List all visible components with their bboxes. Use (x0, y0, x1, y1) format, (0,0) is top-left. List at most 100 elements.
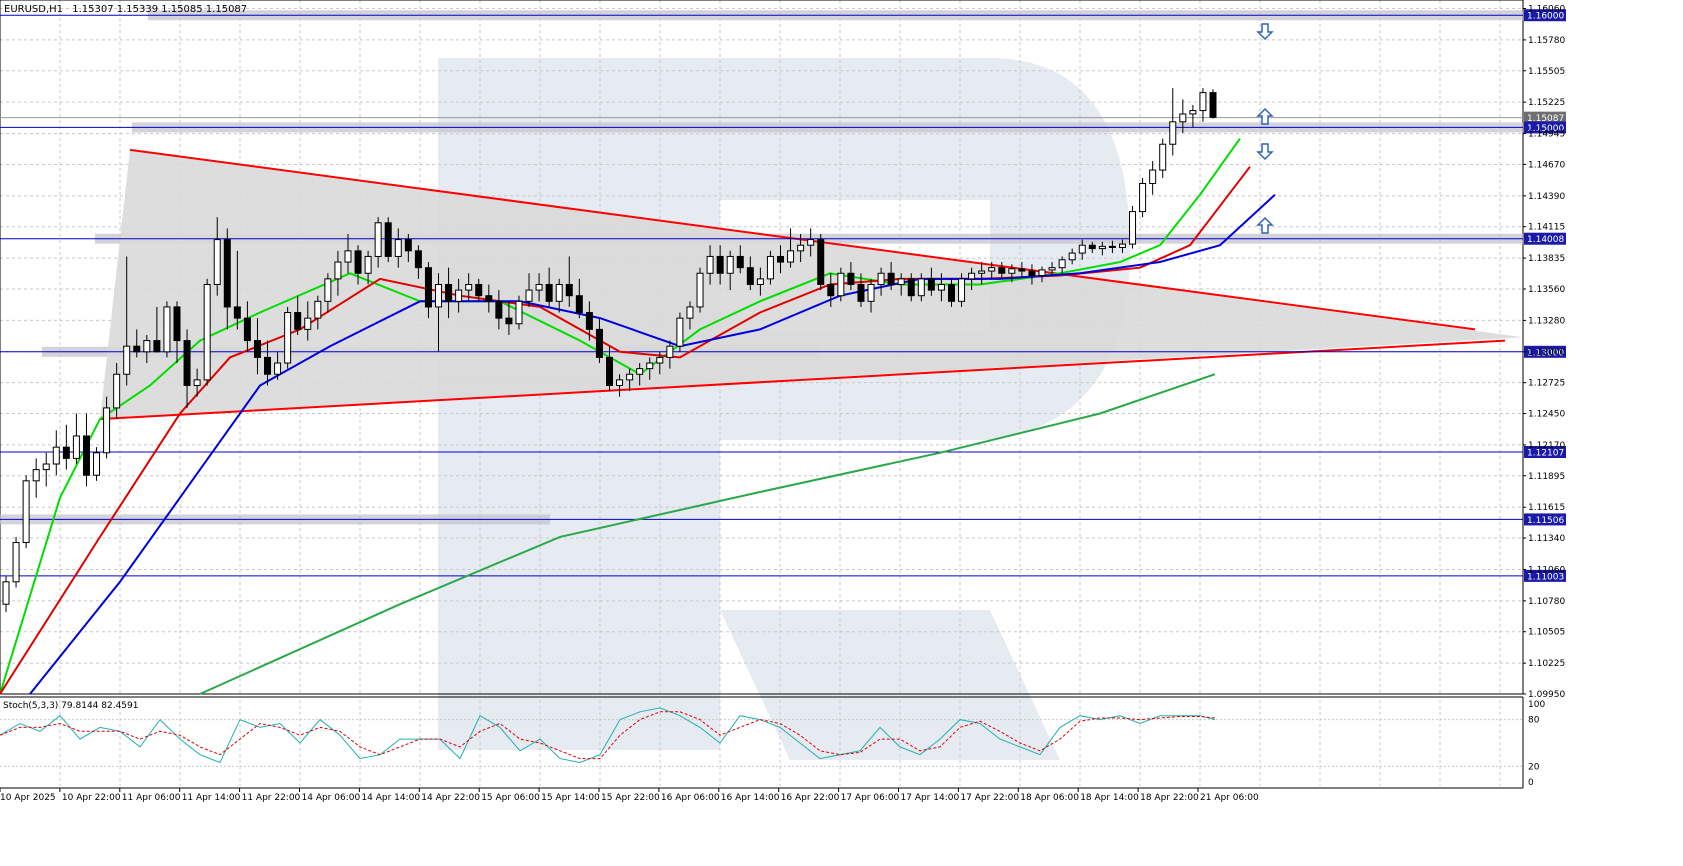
candle-body (897, 278, 905, 285)
level-label-bg (1524, 445, 1566, 458)
candle-body (807, 239, 815, 246)
candle-body (736, 255, 744, 269)
candle-body (62, 446, 70, 459)
candle-body (445, 283, 453, 302)
price-tick-label: 1.14390 (1528, 192, 1565, 202)
price-tick-label: 1.13560 (1528, 285, 1565, 295)
candle-body (656, 356, 664, 364)
candle-body (1008, 268, 1016, 274)
candle-body (917, 278, 925, 297)
candle-body (1129, 211, 1137, 245)
level-label: 1.12107 (1527, 448, 1564, 458)
plot-frame (0, 0, 1524, 695)
time-tick-label: 17 Apr 14:00 (901, 793, 960, 803)
time-tick-label: 18 Apr 06:00 (1020, 793, 1079, 803)
candle-body (626, 373, 634, 381)
candle-body (52, 446, 60, 465)
stoch-tick-label: 0 (1528, 778, 1534, 788)
price-tick-label: 1.12725 (1528, 379, 1565, 389)
candle-body (797, 244, 805, 252)
candle-body (837, 272, 845, 297)
candle-body (1209, 92, 1217, 118)
level-label: 1.11506 (1527, 516, 1564, 526)
arrow-up-icon (1256, 107, 1274, 125)
time-tick-label: 14 Apr 22:00 (421, 793, 480, 803)
candle-body (314, 300, 322, 319)
time-tick-label: 15 Apr 06:00 (481, 793, 540, 803)
candle-body (1118, 243, 1126, 248)
level-label: 1.11003 (1527, 572, 1564, 582)
price-tick-label: 1.11895 (1528, 472, 1565, 482)
candle-body (113, 373, 121, 409)
candle-body (32, 469, 40, 482)
candle-body (253, 340, 261, 358)
candle-body (284, 312, 292, 364)
price-tick-label: 1.14945 (1528, 130, 1565, 140)
arrow-down-icon (1256, 23, 1274, 41)
level-label-bg (1524, 569, 1566, 582)
level-label-bg (1524, 232, 1566, 245)
price-tick-label: 1.12450 (1528, 410, 1565, 420)
time-tick-label: 10 Apr 22:00 (62, 793, 121, 803)
candle-body (565, 283, 573, 297)
candle-body (817, 239, 825, 285)
candle-body (646, 362, 654, 370)
candle-body (575, 295, 583, 314)
candle-body (324, 278, 332, 302)
candle-body (947, 283, 955, 302)
candle-body (1048, 267, 1056, 271)
candle-body (525, 289, 533, 302)
candle-body (455, 289, 463, 302)
candle-body (937, 283, 945, 291)
candle-body (998, 267, 1006, 274)
candle-body (776, 255, 784, 263)
candle-body (686, 306, 694, 319)
stochastic-panel: Stoch(5,3,3) 79.8144 82.4591 100 80 20 0 (0, 700, 1545, 788)
arrow-down-icon (1256, 143, 1274, 161)
time-tick-label: 14 Apr 14:00 (361, 793, 420, 803)
candle-body (173, 306, 181, 342)
price-tick-label: 1.09950 (1528, 690, 1565, 700)
candle-body (364, 255, 372, 274)
candle-body (907, 278, 915, 297)
candle-body (82, 435, 90, 476)
candle-body (274, 362, 282, 375)
price-tick-label: 1.13280 (1528, 316, 1565, 326)
triangle-lower-line (99, 339, 1506, 421)
candle-body (867, 283, 875, 302)
candle-body (887, 272, 895, 285)
candle-body (123, 345, 131, 375)
candle-body (988, 267, 996, 272)
candle-body (93, 452, 101, 476)
candle-body (264, 356, 272, 375)
price-tick-label: 1.15505 (1528, 67, 1565, 77)
candle-body (1159, 143, 1167, 171)
candle-body (143, 340, 151, 353)
time-tick-label: 11 Apr 22:00 (242, 793, 301, 803)
candle-body (857, 283, 865, 302)
candle-body (223, 239, 231, 308)
candle-body (505, 317, 513, 325)
candle-body (545, 283, 553, 302)
candle-body (555, 283, 563, 302)
candle-body (927, 278, 935, 291)
logo-watermark (438, 58, 1130, 760)
candle-body (847, 272, 855, 285)
price-tick-label: 1.13000 (1528, 348, 1565, 358)
candle-body (726, 255, 734, 274)
candle-body (294, 312, 302, 330)
candle-body (1108, 245, 1116, 248)
price-tick-label: 1.12170 (1528, 441, 1565, 451)
time-tick-label: 21 Apr 06:00 (1200, 793, 1259, 803)
time-tick-label: 16 Apr 22:00 (781, 793, 840, 803)
level-label: 1.15087 (1527, 114, 1564, 124)
candle-body (1038, 269, 1046, 277)
arrow-up-icon (1256, 216, 1274, 234)
candle-body (595, 328, 603, 358)
candle-body (384, 222, 392, 257)
candle-body (354, 250, 362, 274)
candle-body (666, 345, 674, 358)
time-tick-label: 17 Apr 22:00 (960, 793, 1019, 803)
triangle-upper-line (129, 148, 1476, 331)
